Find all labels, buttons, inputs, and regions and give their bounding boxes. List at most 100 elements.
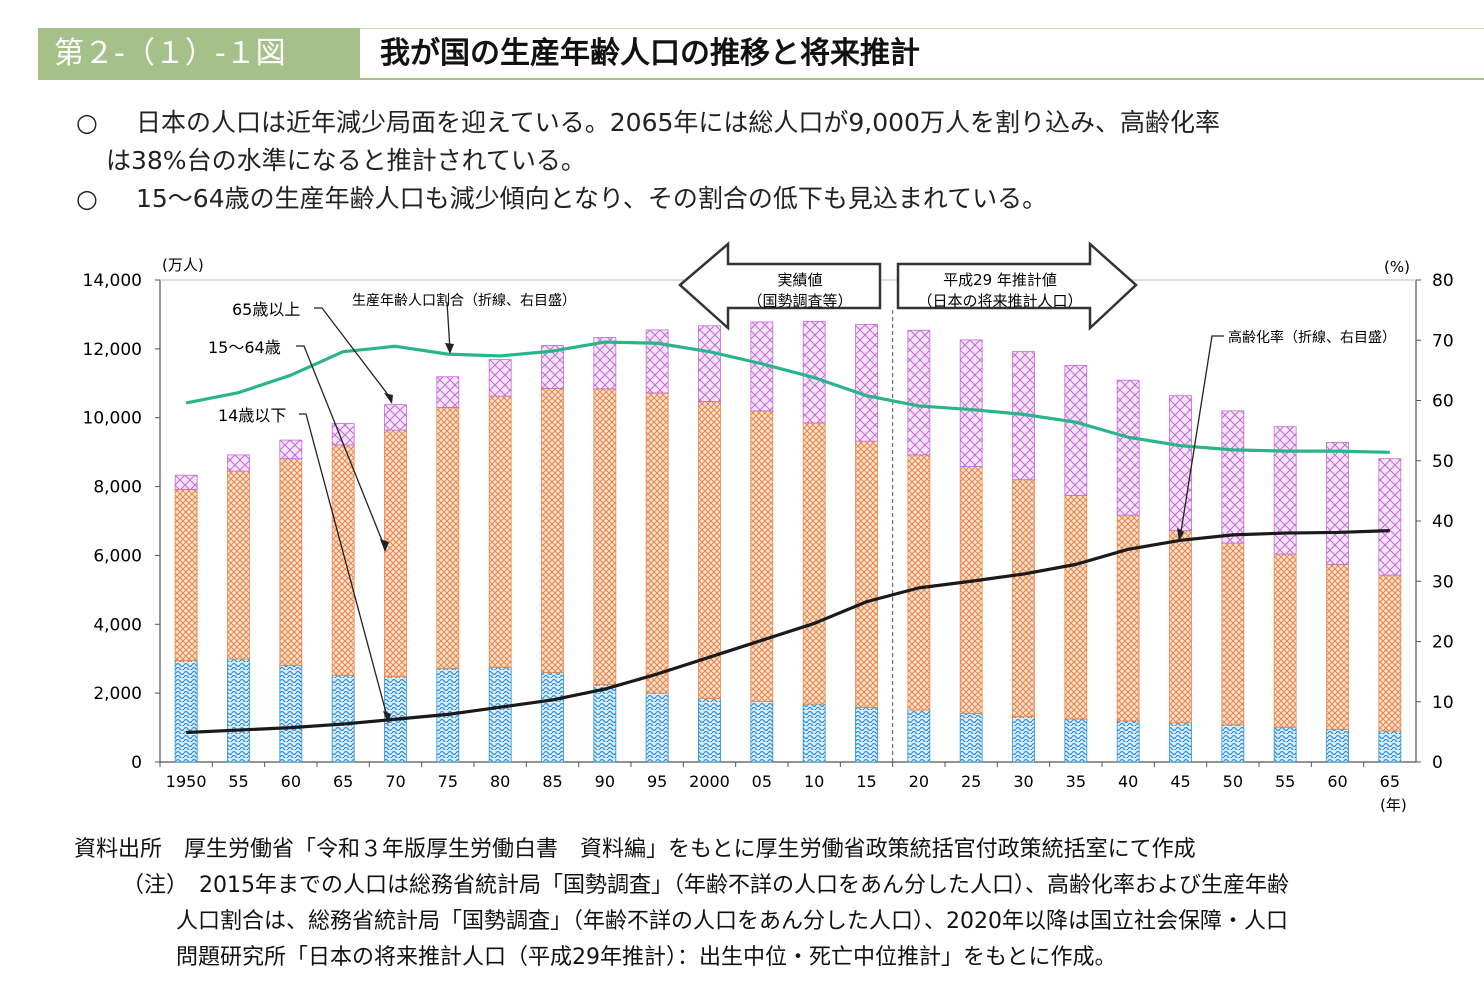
bar-segment-65plus: [227, 454, 250, 472]
bar-segment-15-64: [1169, 530, 1192, 724]
figure-title: 我が国の生産年齢人口の推移と将来推計: [380, 36, 920, 71]
bar-segment-u14: [698, 697, 721, 763]
right-tick-label: 50: [1432, 452, 1454, 472]
bullet-mark: ○: [76, 184, 98, 213]
header-top-rule: [360, 28, 1484, 29]
right-tick-label: 40: [1432, 512, 1454, 532]
x-tick-label: 55: [228, 772, 248, 791]
working-age-ratio-line: [185, 340, 1390, 454]
line-series: [185, 340, 1390, 735]
bar-segment-15-64: [959, 466, 983, 714]
bar-segment-u14: [331, 674, 355, 763]
label-working-ratio: 生産年齢人口割合（折線、右目盛）: [352, 292, 576, 309]
bar-segment-15-64: [802, 422, 826, 705]
x-tick-label: 75: [438, 772, 458, 791]
left-tick-label: 12,000: [83, 340, 142, 360]
right-tick-label: 10: [1432, 693, 1454, 713]
bar-segment-15-64: [174, 488, 198, 661]
projection-label-2: （日本の将来推計人口）: [917, 292, 1082, 310]
bar-segment-u14: [174, 660, 198, 763]
bar-segment-15-64: [1378, 574, 1402, 732]
bar-segment-65plus: [279, 439, 303, 460]
right-tick-label: 0: [1432, 753, 1443, 773]
bar-segment-65plus: [1378, 458, 1402, 576]
bar-segment-u14: [1221, 724, 1245, 763]
bar-segment-65plus: [959, 339, 983, 468]
figure-header: 第２-（１）-１図 我が国の生産年齢人口の推移と将来推計: [38, 28, 1484, 80]
right-axis-unit: (%): [1384, 258, 1410, 276]
bar-segment-15-64: [593, 388, 617, 685]
bar-segment-u14: [541, 672, 564, 763]
x-tick-label: 45: [1170, 772, 1190, 791]
left-tick-label: 6,000: [93, 546, 142, 566]
bar-segment-u14: [1326, 728, 1349, 763]
stacked-bars: [174, 320, 1402, 763]
x-tick-label: 90: [595, 772, 615, 791]
actual-label-1: 実績値: [777, 271, 822, 289]
bullet-2-line1: 15～64歳の生産年齢人口も減少傾向となり、その割合の低下も見込まれている。: [136, 184, 1048, 213]
bar-segment-u14: [1116, 720, 1140, 763]
x-tick-label: 95: [647, 772, 667, 791]
x-tick-label: 55: [1275, 772, 1295, 791]
summary-bullets: ○ 日本の人口は近年減少局面を迎えている。2065年には総人口が9,000万人を…: [70, 104, 1470, 218]
label-15-64: 15～64歳: [208, 338, 281, 357]
aging-rate-line: [186, 529, 1390, 735]
bullet-1: ○ 日本の人口は近年減少局面を迎えている。2065年には総人口が9,000万人を…: [70, 104, 1470, 180]
bar-segment-65plus: [1169, 395, 1192, 532]
bar-segment-65plus: [331, 423, 355, 446]
bar-segment-15-64: [331, 444, 355, 676]
bar-segment-15-64: [1064, 495, 1088, 720]
note-line-2: 人口割合は、総務省統計局「国勢調査」（年齢不詳の人口をあん分した人口）、2020…: [176, 909, 1288, 934]
bar-segment-15-64: [1012, 479, 1035, 717]
bar-segment-u14: [1169, 722, 1192, 763]
bar-segment-65plus: [436, 376, 460, 408]
bar-segment-15-64: [279, 458, 303, 666]
bar-segment-15-64: [541, 388, 564, 673]
bar-segment-15-64: [436, 406, 460, 669]
x-tick-label: 60: [281, 772, 301, 791]
actual-label-2: （国勢調査等）: [747, 292, 852, 310]
left-tick-label: 14,000: [83, 271, 142, 291]
left-tick-label: 10,000: [83, 409, 142, 429]
source-notes: 資料出所 厚生労働省「令和３年版厚生労働白書 資料編」をもとに厚生労働省政策統括…: [74, 832, 1289, 976]
bar-segment-15-64: [855, 440, 878, 708]
left-axis-unit: (万人): [162, 256, 204, 274]
right-tick-label: 80: [1432, 271, 1454, 291]
note-line-1: （注） 2015年までの人口は総務省統計局「国勢調査」（年齢不詳の人口をあん分し…: [122, 873, 1289, 898]
bar-segment-u14: [488, 666, 512, 763]
bar-segment-65plus: [384, 404, 407, 431]
bar-segment-u14: [645, 692, 669, 763]
bar-segment-65plus: [174, 474, 198, 490]
bar-segment-65plus: [855, 324, 878, 442]
population-chart: 0 2,000 4,000 6,000 8,000 10,000 12,000 14,000 0…: [83, 241, 1454, 814]
bar-segment-15-64: [384, 429, 407, 678]
x-tick-label: 15: [856, 772, 876, 791]
bar-segment-u14: [855, 706, 878, 763]
bar-segment-65plus: [1064, 364, 1088, 496]
bar-segment-u14: [1064, 718, 1088, 763]
x-tick-label: 60: [1327, 772, 1347, 791]
left-tick-label: 4,000: [93, 615, 142, 635]
bar-segment-15-64: [1273, 553, 1297, 728]
x-tick-label: 25: [961, 772, 981, 791]
label-14-under: 14歳以下: [218, 406, 286, 425]
x-tick-label: 1950: [166, 772, 207, 791]
bar-segment-u14: [593, 684, 617, 763]
bar-segment-u14: [279, 664, 303, 763]
bar-segment-u14: [227, 658, 250, 763]
chart-axes: 0 2,000 4,000 6,000 8,000 10,000 12,000 14,000 0…: [83, 271, 1454, 791]
left-tick-label: 0: [131, 753, 142, 773]
bar-segment-65plus: [802, 320, 826, 424]
bullet-1-line2: は38%台の水準になると推計されている。: [106, 146, 586, 175]
bullet-1-line1: 日本の人口は近年減少局面を迎えている。2065年には総人口が9,000万人を割り…: [136, 108, 1220, 137]
bar-segment-15-64: [645, 392, 669, 694]
bar-segment-65plus: [593, 337, 617, 390]
figure-number: 第２-（１）-１図: [38, 28, 360, 80]
x-tick-label: 65: [1380, 772, 1400, 791]
bar-segment-65plus: [698, 325, 721, 402]
bar-segment-15-64: [488, 395, 512, 668]
right-tick-label: 30: [1432, 572, 1454, 592]
x-tick-label: 30: [1013, 772, 1033, 791]
annotation-arrowheads: [380, 343, 1184, 724]
left-tick-label: 8,000: [93, 478, 142, 498]
